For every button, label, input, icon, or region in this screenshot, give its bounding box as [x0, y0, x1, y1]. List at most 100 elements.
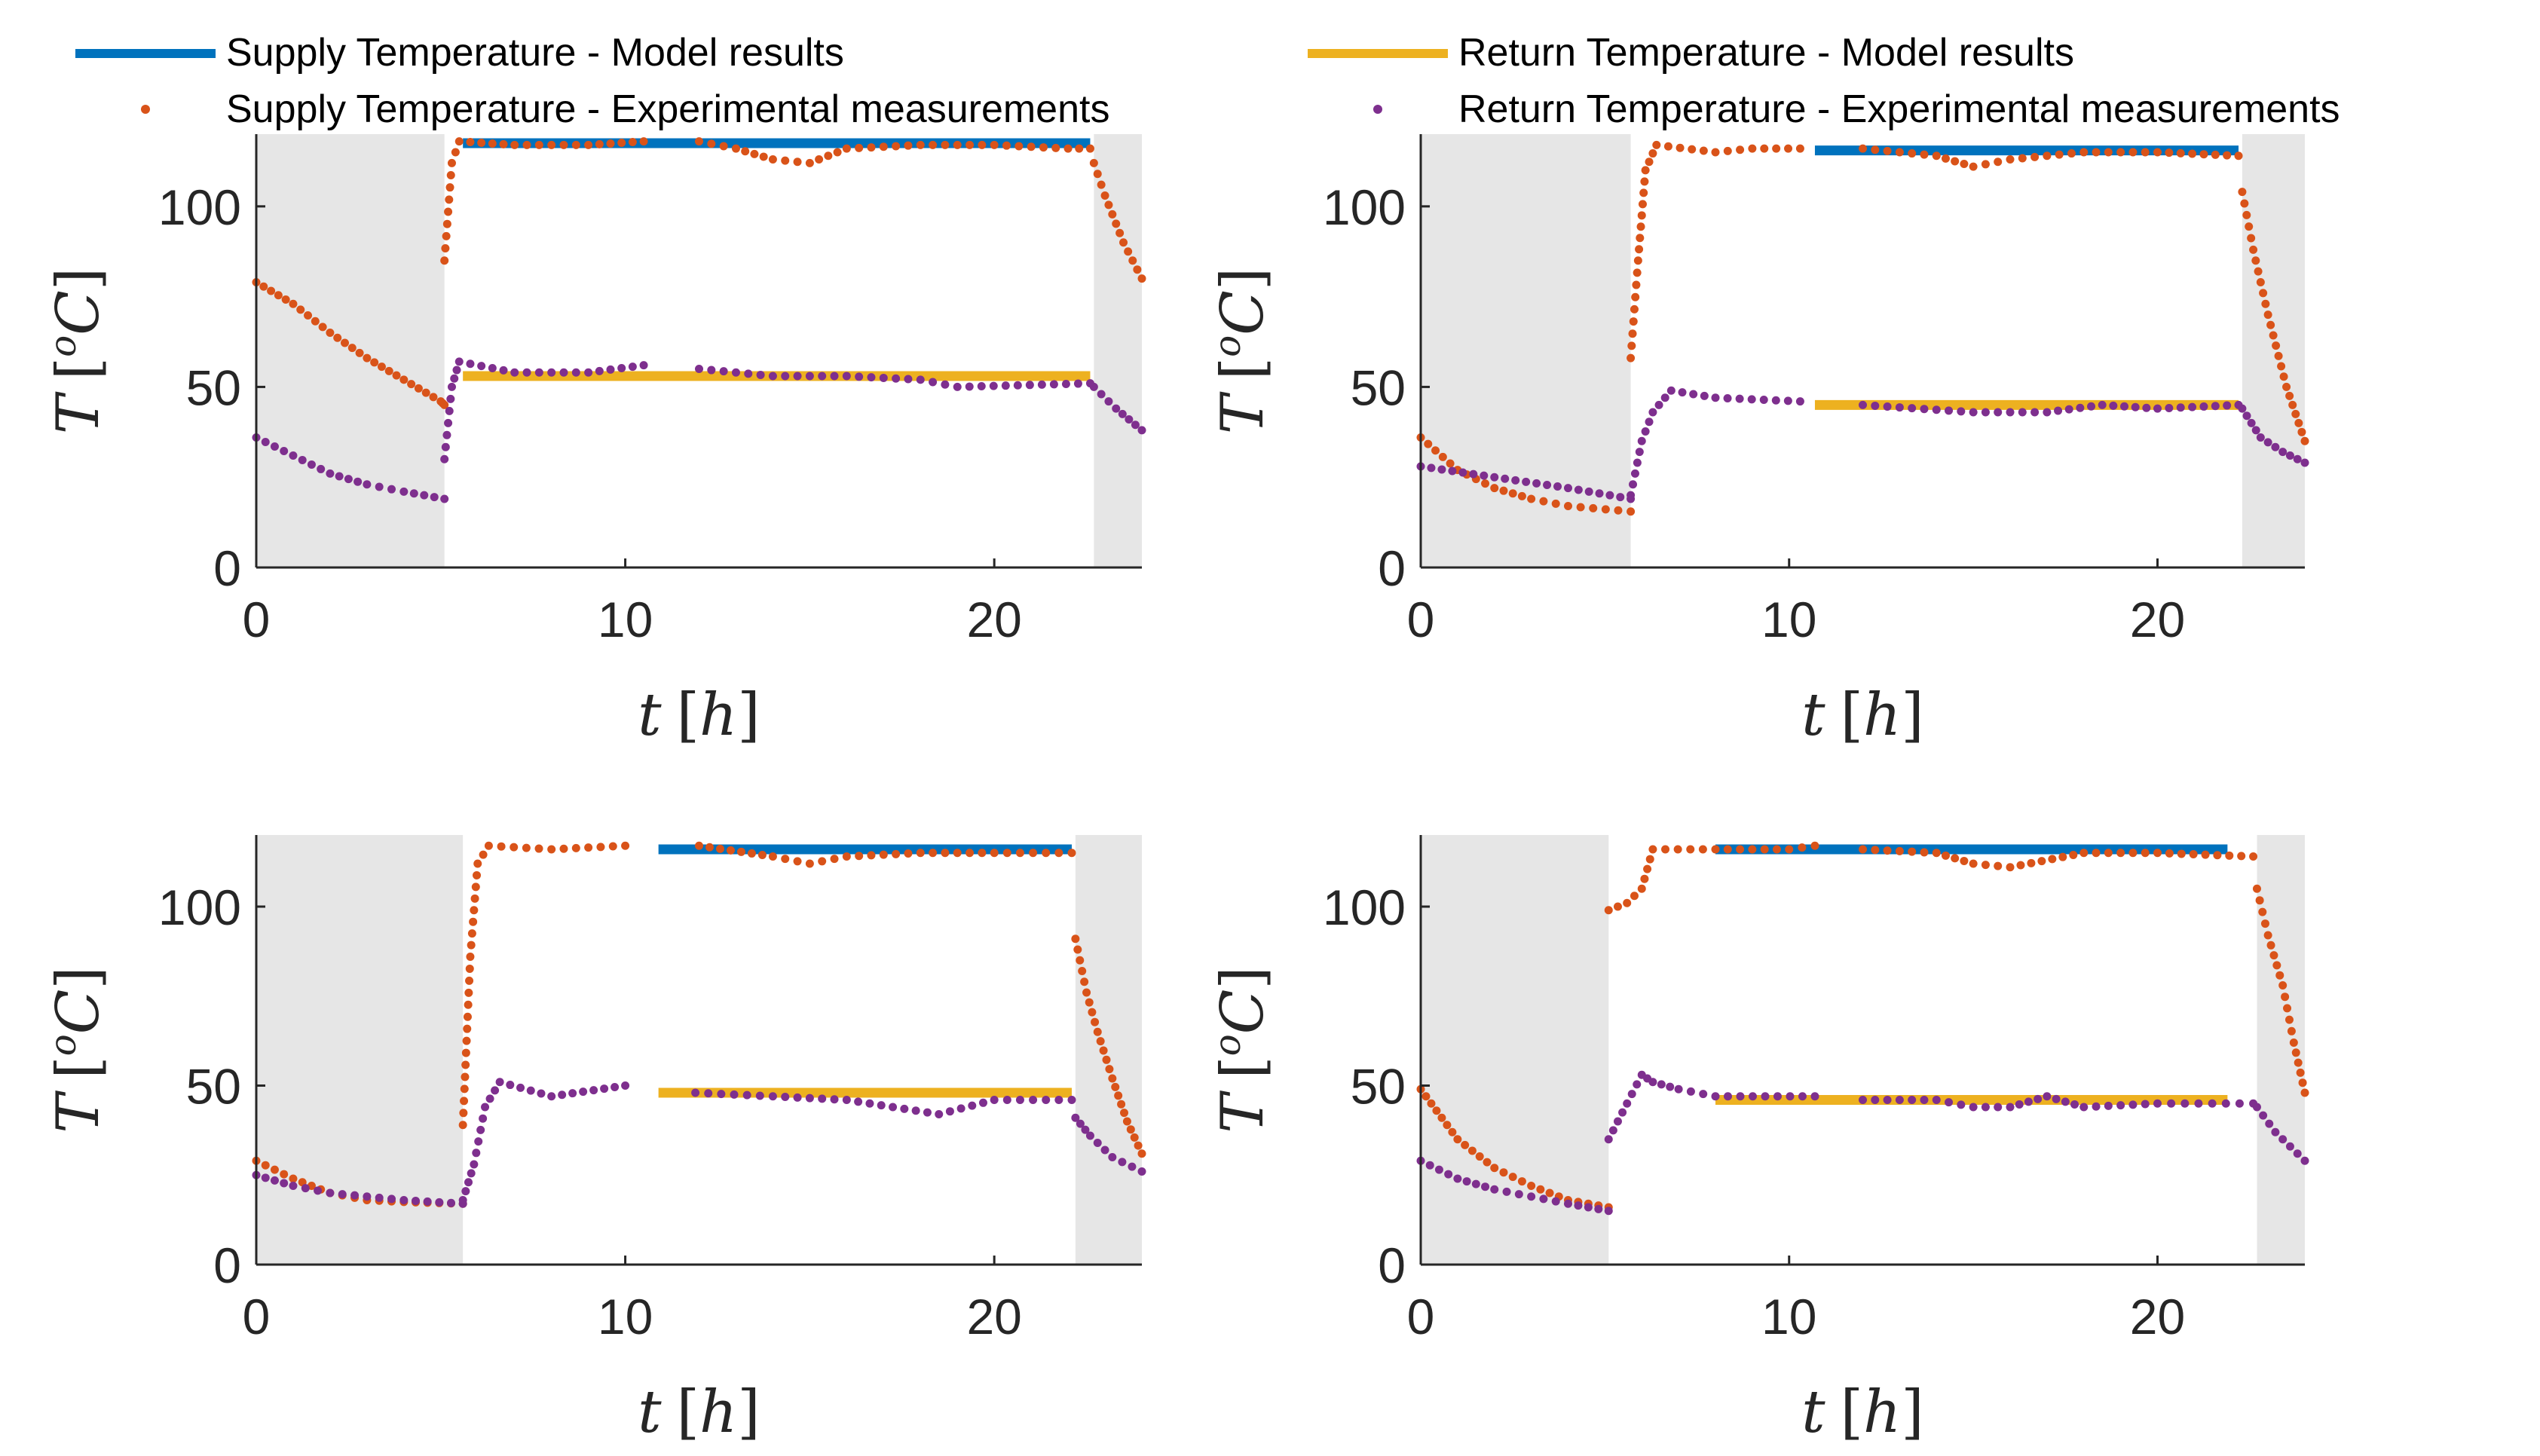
- bottom-right-data-point: [2104, 849, 2113, 858]
- bottom-left-data-point: [1130, 1133, 1139, 1142]
- bottom-right-data-point: [1574, 1201, 1583, 1210]
- legend-entry-return-model: Return Temperature - Model results: [1308, 31, 2074, 75]
- top-right-data-point: [1678, 388, 1687, 397]
- top-right-data-point: [2249, 245, 2258, 254]
- bottom-left-data-point: [717, 1090, 726, 1099]
- bottom-left-data-point: [485, 1094, 494, 1103]
- top-left-data-point: [281, 295, 290, 304]
- top-right-data-point: [1614, 506, 1623, 515]
- top-right-data-point: [1920, 150, 1929, 159]
- top-left-data-point: [639, 137, 648, 146]
- top-left-data-point: [440, 256, 449, 265]
- bottom-right-data-point: [1871, 1096, 1880, 1104]
- top-right-data-point: [1994, 408, 2003, 417]
- top-right-data-point: [2064, 405, 2073, 414]
- top-right-data-point: [1772, 144, 1781, 153]
- top-left-data-point: [1104, 200, 1113, 210]
- bottom-left-x-axis-label-bracket: ]: [737, 1378, 760, 1446]
- bottom-right-data-point: [2201, 850, 2210, 859]
- bottom-right-x-axis-label-var: t: [1801, 1378, 1825, 1446]
- top-left-data-point: [793, 372, 802, 381]
- top-right-data-point: [2245, 222, 2254, 231]
- top-left-x-axis-label: t [h]: [638, 681, 760, 749]
- top-left-data-point: [916, 375, 925, 384]
- top-right-data-point: [2165, 403, 2174, 412]
- top-right-data-point: [2199, 150, 2208, 159]
- top-left-data-point: [830, 372, 839, 381]
- top-right-data-point: [2043, 408, 2052, 417]
- bottom-right-data-point: [1514, 1190, 1523, 1199]
- top-right-data-point: [2076, 403, 2085, 412]
- top-left-data-point: [326, 329, 335, 338]
- top-left-data-point: [454, 357, 464, 366]
- bottom-right-data-point: [2153, 849, 2162, 858]
- top-right-data-point: [1635, 448, 1644, 457]
- top-left-data-point: [707, 139, 716, 148]
- bottom-left-data-point: [559, 844, 568, 853]
- top-left-data-point: [318, 323, 327, 332]
- top-right-data-point: [2211, 150, 2220, 159]
- bottom-right-data-point: [1895, 1096, 1904, 1104]
- bottom-left-data-point: [464, 1000, 473, 1009]
- top-right-data-point: [1481, 479, 1490, 488]
- bottom-left-data-point: [1108, 1074, 1117, 1083]
- top-right-x-axis-label: t [h]: [1801, 681, 1923, 749]
- top-left-data-point: [584, 140, 593, 149]
- bottom-left-data-point: [929, 849, 938, 858]
- bottom-left-data-point: [1067, 1096, 1076, 1104]
- bottom-right-data-point: [2259, 1111, 2268, 1120]
- bottom-right-data-point: [1517, 1177, 1526, 1186]
- top-left-data-point: [534, 368, 543, 377]
- bottom-right-y-axis-label-degree: o: [1207, 1034, 1249, 1056]
- bottom-right-data-point: [1871, 846, 1880, 855]
- bottom-left-data-point: [916, 849, 925, 858]
- bottom-left-data-point: [867, 851, 876, 860]
- top-right-data-point: [1957, 407, 1966, 416]
- top-right-x-tick-label: 20: [2130, 592, 2185, 647]
- bottom-right-data-point: [2048, 855, 2057, 864]
- top-right-data-point: [2153, 148, 2162, 157]
- bottom-right-data-point: [1490, 1164, 1499, 1173]
- top-left-data-point: [929, 140, 938, 149]
- top-left-data-point: [442, 231, 451, 240]
- bottom-left-data-point: [911, 1106, 920, 1115]
- top-left-data-point: [793, 158, 802, 167]
- bottom-left-data-point: [375, 1193, 384, 1202]
- bottom-right-data-point: [2016, 861, 2025, 870]
- top-right-data-point: [1605, 491, 1614, 500]
- top-left-data-point: [311, 317, 320, 326]
- top-right-data-point: [1616, 493, 1625, 502]
- top-left-data-point: [1039, 143, 1048, 152]
- bottom-right-data-point: [2024, 1097, 2033, 1106]
- top-left-data-point: [978, 140, 987, 149]
- bottom-left-data-point: [1080, 977, 1089, 986]
- top-right-data-point: [2055, 150, 2064, 159]
- bottom-left-data-point: [900, 1104, 909, 1113]
- bottom-right-data-point: [1941, 851, 1950, 860]
- bottom-left-data-point: [757, 850, 767, 859]
- top-right-data-point: [1627, 353, 1636, 362]
- bottom-right-data-point: [1608, 1126, 1617, 1135]
- top-left-data-point: [446, 394, 455, 403]
- bottom-left-y-axis-label-bracket: ]: [44, 966, 112, 989]
- bottom-left-data-point: [589, 1086, 598, 1095]
- top-right-data-point: [1446, 459, 1455, 468]
- bottom-right-data-point: [2015, 1100, 2024, 1109]
- bottom-right-data-point: [1623, 898, 1632, 907]
- bottom-left-data-point: [465, 976, 474, 985]
- bottom-left-data-point: [611, 1083, 620, 1092]
- bottom-right-data-point: [1623, 1099, 1632, 1108]
- bottom-left-y-axis-label: T [oC]: [42, 966, 112, 1133]
- bottom-left-data-point: [855, 852, 864, 861]
- top-right-x-axis-label-bracket: [: [1841, 681, 1863, 749]
- top-right-data-point: [2030, 408, 2040, 417]
- bottom-right-data-point: [1859, 845, 1867, 854]
- bottom-right-data-point: [2294, 1058, 2303, 1067]
- bottom-left-data-point: [301, 1184, 310, 1193]
- top-right-data-point: [1595, 489, 1604, 498]
- bottom-left-data-point: [1002, 849, 1011, 858]
- top-right-data-point: [2188, 402, 2197, 411]
- top-left-data-point: [387, 485, 396, 494]
- top-right-data-point: [2211, 402, 2220, 411]
- bottom-right-data-point: [2260, 919, 2269, 928]
